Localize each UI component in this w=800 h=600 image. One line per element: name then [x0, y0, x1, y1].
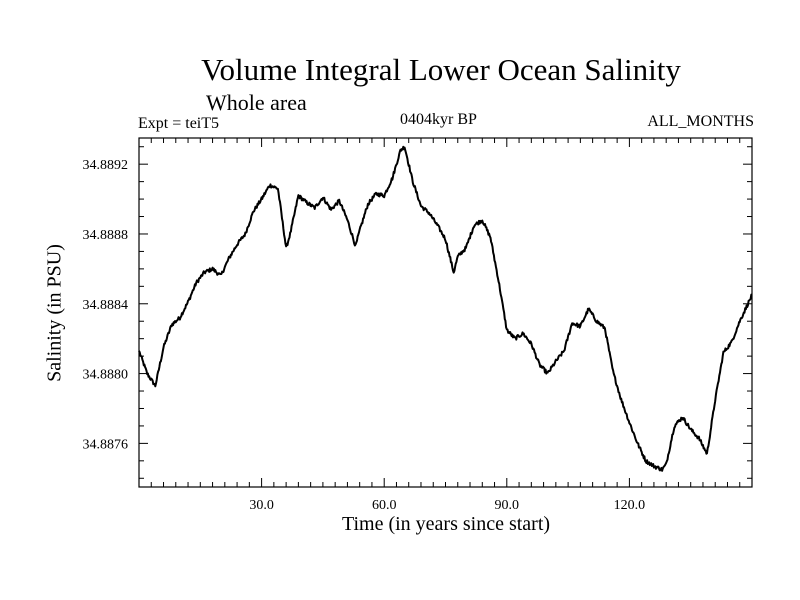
- plot-frame: [138, 137, 753, 488]
- y-tick-label: 34.8888: [83, 228, 129, 243]
- y-tick-label: 34.8880: [83, 368, 129, 383]
- experiment-label: Expt = teiT5: [138, 115, 220, 132]
- months-label: ALL_MONTHS: [647, 113, 754, 130]
- x-tick-label: 30.0: [249, 498, 274, 513]
- x-tick-label: 90.0: [495, 498, 520, 513]
- axis-ticks: [139, 138, 752, 487]
- axis-tick-labels: 30.0 60.0 90.0 120.0 34.8876 34.8880 34.8884 34…: [83, 158, 646, 513]
- x-axis-label: Time (in years since start): [341, 513, 551, 535]
- salinity-series-line: [138, 145, 753, 472]
- chart-title: Volume Integral Lower Ocean Salinity: [201, 52, 681, 87]
- period-label: 0404kyr BP: [400, 111, 477, 128]
- x-tick-label: 120.0: [614, 498, 646, 513]
- y-tick-label: 34.8884: [83, 298, 129, 313]
- y-tick-label: 34.8876: [83, 437, 129, 452]
- y-tick-label: 34.8892: [83, 158, 129, 173]
- chart-subtitle: Whole area: [206, 90, 307, 115]
- x-tick-label: 60.0: [372, 498, 397, 513]
